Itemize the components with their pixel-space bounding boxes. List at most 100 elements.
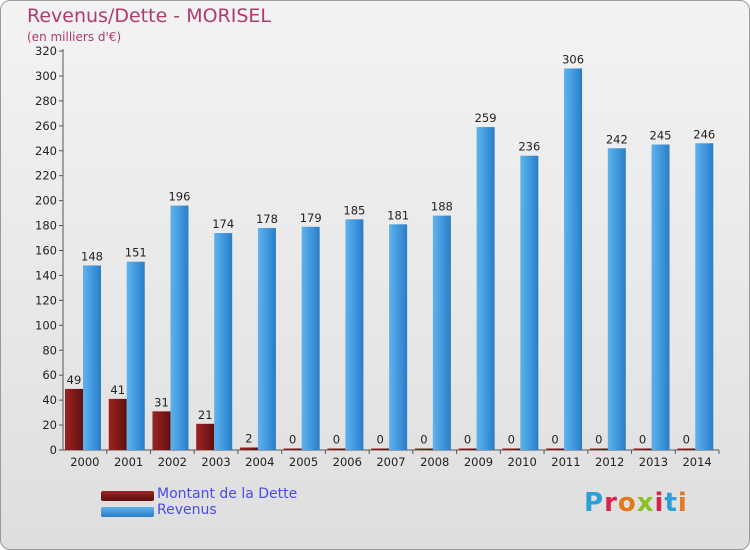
x-tick-label: 2007 <box>376 455 405 469</box>
x-tick-label: 2005 <box>289 455 318 469</box>
revenue-bar <box>520 155 539 451</box>
debt-value-label: 0 <box>508 433 515 447</box>
revenue-value-label: 151 <box>125 246 147 260</box>
revenue-bar <box>170 205 189 450</box>
debt-value-label: 21 <box>198 408 213 422</box>
revenue-value-label: 306 <box>562 52 584 66</box>
x-tick-label: 2008 <box>420 455 449 469</box>
x-tick-label: 2011 <box>551 455 580 469</box>
debt-bar <box>414 448 433 450</box>
debt-bar <box>152 411 171 450</box>
x-tick-label: 2013 <box>639 455 668 469</box>
x-tick-label: 2003 <box>201 455 230 469</box>
x-tick-label: 2014 <box>682 455 711 469</box>
debt-value-label: 0 <box>420 433 427 447</box>
debt-bar <box>108 398 127 450</box>
debt-value-label: 31 <box>154 395 169 409</box>
revenue-bar <box>607 148 626 450</box>
y-tick-label: 60 <box>42 368 57 382</box>
revenue-value-label: 179 <box>300 211 322 225</box>
y-tick-label: 120 <box>35 293 57 307</box>
y-tick-label: 20 <box>42 418 57 432</box>
y-tick-label: 260 <box>35 119 57 133</box>
revenue-value-label: 242 <box>606 132 628 146</box>
x-tick-label: 2001 <box>114 455 143 469</box>
debt-value-label: 0 <box>683 433 690 447</box>
revenue-value-label: 196 <box>168 190 190 204</box>
debt-value-label: 0 <box>333 433 340 447</box>
data-labels: 49 148 41 151 31 196 21 174 2 178 0 179 0 185 0 181 0 188… <box>67 52 716 446</box>
revenue-value-label: 174 <box>212 217 234 231</box>
revenue-bar <box>301 226 320 450</box>
revenue-bar <box>695 143 714 451</box>
debt-bar <box>239 447 258 450</box>
y-tick-label: 180 <box>35 219 57 233</box>
chart-subtitle: (en milliers d'€) <box>27 30 122 44</box>
y-tick-label: 80 <box>42 343 57 357</box>
debt-value-label: 0 <box>595 433 602 447</box>
revenue-value-label: 181 <box>387 208 409 222</box>
y-tick-label: 300 <box>35 69 57 83</box>
revenue-value-label: 245 <box>650 129 672 143</box>
x-tick-label: 2006 <box>333 455 362 469</box>
y-tick-label: 220 <box>35 169 57 183</box>
legend-swatch-debt <box>101 491 154 501</box>
debt-bar <box>677 448 696 450</box>
debt-bar <box>327 448 346 450</box>
revenue-bar <box>476 127 495 450</box>
revenue-value-label: 148 <box>81 249 103 263</box>
x-tick-label: 2000 <box>70 455 99 469</box>
revenue-bar <box>126 261 145 450</box>
revenue-bar <box>432 215 451 450</box>
y-tick-label: 100 <box>35 318 57 332</box>
debt-value-label: 0 <box>464 433 471 447</box>
revenue-bar <box>83 265 101 450</box>
debt-bar <box>458 448 477 450</box>
revenue-bar <box>651 144 670 450</box>
debt-value-label: 0 <box>639 433 646 447</box>
x-tick-label: 2004 <box>245 455 274 469</box>
chart-title: Revenus/Dette - MORISEL <box>27 5 272 27</box>
y-tick-label: 160 <box>35 244 57 258</box>
legend-swatch-revenue <box>101 507 154 517</box>
bars <box>65 68 714 451</box>
y-tick-label: 40 <box>42 393 57 407</box>
debt-value-label: 2 <box>245 432 252 446</box>
x-tick-label: 2012 <box>595 455 624 469</box>
y-tick-label: 240 <box>35 144 57 158</box>
revenue-bar <box>257 228 276 450</box>
y-tick-label: 280 <box>35 94 57 108</box>
debt-value-label: 49 <box>67 373 82 387</box>
revenue-bar <box>389 224 408 450</box>
debt-value-label: 0 <box>376 433 383 447</box>
legend-label-revenue: Revenus <box>157 502 217 518</box>
revenue-bar <box>564 68 583 451</box>
revenue-value-label: 246 <box>693 127 715 141</box>
x-tick-label: 2002 <box>158 455 187 469</box>
x-tick-label: 2010 <box>508 455 537 469</box>
debt-bar <box>65 388 83 450</box>
revenue-value-label: 185 <box>343 203 365 217</box>
debt-bar <box>196 423 215 450</box>
revenue-value-label: 259 <box>475 111 497 125</box>
y-tick-label: 140 <box>35 268 57 282</box>
debt-bar <box>502 448 521 450</box>
debt-bar <box>589 448 608 450</box>
debt-value-label: 0 <box>551 433 558 447</box>
revenue-value-label: 236 <box>518 140 540 154</box>
revenue-bar <box>345 219 364 450</box>
revenue-bar <box>214 233 233 450</box>
debt-bar <box>283 448 302 450</box>
revenue-value-label: 178 <box>256 212 278 226</box>
debt-value-label: 41 <box>110 383 125 397</box>
legend-label-debt: Montant de la Dette <box>157 486 298 502</box>
proxiti-logo: Proxiti <box>584 488 688 518</box>
x-tick-label: 2009 <box>464 455 493 469</box>
y-tick-label: 0 <box>50 443 57 457</box>
debt-bar <box>371 448 390 450</box>
debt-bar <box>546 448 565 450</box>
debt-value-label: 0 <box>289 433 296 447</box>
revenue-value-label: 188 <box>431 200 453 214</box>
